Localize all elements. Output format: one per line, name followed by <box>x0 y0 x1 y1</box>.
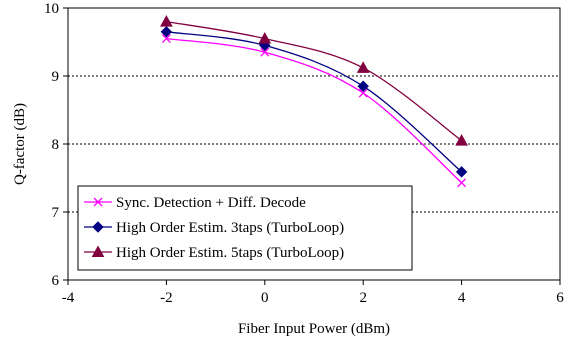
triangle-marker <box>356 61 370 73</box>
axis-ticks: 6 7 8 9 10 -4 -2 0 2 4 6 <box>44 1 564 306</box>
x-axis-title: Fiber Input Power (dBm) <box>238 321 390 337</box>
y-tick-label: 6 <box>52 273 60 289</box>
x-marker <box>457 178 467 188</box>
x-tick-label: -2 <box>160 290 173 306</box>
y-axis-title: Q-factor (dB) <box>12 103 28 185</box>
x-marker <box>358 88 368 98</box>
triangle-marker <box>455 134 468 146</box>
data-series <box>160 15 468 188</box>
legend-box <box>77 185 413 271</box>
x-marker <box>161 34 171 44</box>
triangle-marker <box>91 245 105 257</box>
triangle-marker <box>258 32 272 44</box>
y-tick-label: 10 <box>44 1 59 17</box>
x-marker <box>260 47 270 57</box>
x-tick-label: 6 <box>556 290 564 306</box>
y-tick-label: 8 <box>52 137 60 153</box>
triangle-marker <box>160 15 173 27</box>
series-line-1 <box>166 37 463 184</box>
diamond-marker <box>160 26 173 38</box>
series-line-3 <box>166 20 462 142</box>
y-tick-label: 7 <box>52 205 60 221</box>
x-tick-label: 4 <box>458 290 466 306</box>
x-tick-label: -4 <box>62 290 75 306</box>
x-tick-label: 0 <box>261 290 269 306</box>
x-tick-label: 2 <box>359 290 367 306</box>
legend-entry-label: High Order Estim. 3taps (TurboLoop) <box>116 220 344 236</box>
legend-entry-label: Sync. Detection + Diff. Decode <box>116 195 306 211</box>
x-marker <box>93 197 103 207</box>
diamond-marker <box>455 166 468 178</box>
y-tick-label: 9 <box>52 69 60 85</box>
diamond-marker <box>92 221 104 233</box>
diamond-marker <box>357 80 369 92</box>
series-line-2 <box>166 31 463 173</box>
legend: Sync. Detection + Diff. Decode High Order… <box>77 185 413 271</box>
legend-entry-label: High Order Estim. 5taps (TurboLoop) <box>116 245 344 261</box>
